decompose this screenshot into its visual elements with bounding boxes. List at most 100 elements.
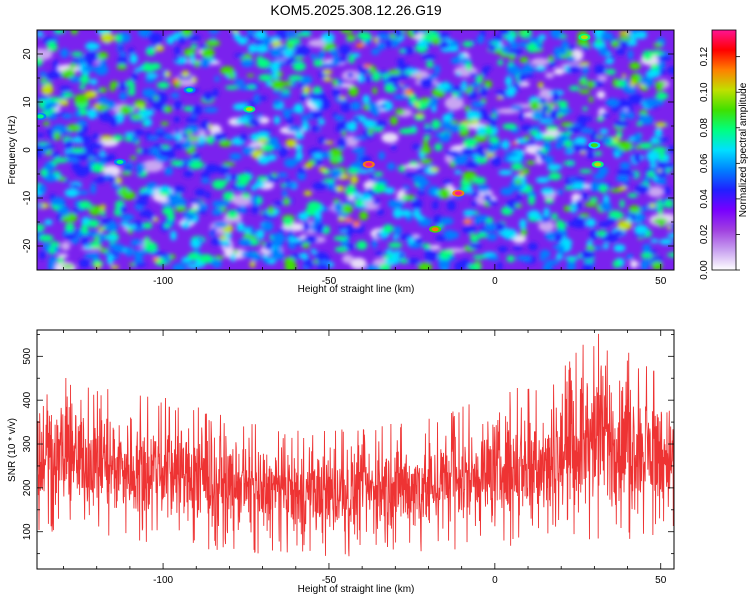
heatmap-cell [328,148,342,159]
heatmap-cell [275,30,290,40]
heatmap-cell [282,217,294,227]
heatmap-cell [459,129,465,137]
heatmap-cell [391,144,397,151]
heatmap-cell [598,46,609,56]
heatmap-cell [341,130,347,137]
heatmap-cell [345,34,356,42]
heatmap-cell [553,46,562,57]
heatmap-cell [475,76,482,83]
heatmap-cell [578,89,591,94]
heatmap-cell [629,61,641,70]
heatmap-cell [560,221,566,231]
snr-y-label: SNR (10 * v/v) [7,418,18,482]
heatmap-cell [610,40,620,48]
heatmap-hotspot [594,162,602,167]
heatmap-cell [563,161,576,166]
heatmap-cell [505,75,513,87]
heatmap-cell [590,130,598,142]
heatmap-cell [555,189,563,195]
heatmap-cell [393,94,408,100]
heatmap-cell [357,31,372,40]
heatmap-cell [153,95,159,101]
y-tick-label: 100 [22,523,33,540]
heatmap-cell [419,77,434,88]
heatmap-cell [311,218,323,224]
heatmap-cell [353,136,366,141]
heatmap-cell [367,102,380,107]
snr-x-axis: -100 -50 0 50 [63,330,667,586]
heatmap-cell [127,228,133,235]
heatmap-cell [313,59,324,67]
heatmap-cell [340,30,353,34]
heatmap-cell [402,127,418,134]
heatmap-cell [420,145,431,155]
heatmap-cell [130,239,144,246]
heatmap-cell [81,236,89,247]
heatmap-cell [283,110,291,119]
heatmap-cell [119,81,127,91]
heatmap-cell [580,250,595,261]
heatmap-cell [439,135,446,142]
heatmap-cell [235,180,250,186]
heatmap-cell [640,263,649,270]
heatmap-cell [98,87,108,93]
heatmap-cell [403,195,409,202]
heatmap-cell [420,158,433,165]
heatmap-cell [440,217,454,226]
heatmap-hotspot [116,160,124,164]
heatmap-cell [295,45,311,57]
heatmap-cell [419,183,425,191]
heatmap-cell [442,179,453,185]
heatmap-cell [351,146,366,154]
heatmap-cell [200,119,211,131]
colorbar-tick-label: 0.06 [699,153,710,173]
heatmap-cell [653,42,663,48]
heatmap-cell [118,45,124,52]
heatmap-cell [94,64,109,76]
heatmap-cell [66,123,82,132]
heatmap-cell [619,109,628,119]
heatmap-cell [324,140,334,145]
heatmap-cell [515,137,527,144]
heatmap-cell [348,85,359,97]
heatmap-cell [419,30,427,34]
heatmap-cell [613,137,620,143]
heatmap-cell [97,51,109,60]
heatmap-cell [429,167,440,172]
heatmap-cell [90,240,101,248]
heatmap-cell [310,110,323,120]
heatmap-cell [585,116,593,122]
heatmap-cell [372,120,387,128]
heatmap-cell [571,182,586,191]
heatmap-cell [431,104,437,113]
heatmap-cell [283,197,290,206]
heatmap-cell [372,237,378,249]
heatmap-cell [651,260,663,270]
heatmap-cell [261,241,266,246]
heatmap-cell [518,81,530,87]
heatmap-cell [198,253,214,264]
heatmap-cell [247,43,257,54]
heatmap-cell [251,205,259,215]
heatmap-cell [147,136,159,141]
heatmap-cell [345,243,355,251]
heatmap-cell [164,254,170,264]
heatmap-cell [404,88,414,96]
heatmap-cell [584,201,598,207]
heatmap-cell [287,126,303,133]
heatmap-cell [91,133,100,140]
heatmap-cell [528,37,540,43]
heatmap-cell [657,54,672,62]
y-tick-label: 0 [22,147,33,153]
heatmap-cell [166,35,175,45]
heatmap-cell [163,223,171,228]
heatmap-cell [398,252,405,261]
heatmap-cell [64,188,79,198]
heatmap-cell [619,161,631,169]
heatmap-cell [270,60,281,72]
heatmap-cell [37,203,44,208]
heatmap-cell [59,85,72,91]
heatmap-cell [413,174,427,184]
heatmap-cell [382,224,394,233]
heatmap-cell [462,138,478,148]
